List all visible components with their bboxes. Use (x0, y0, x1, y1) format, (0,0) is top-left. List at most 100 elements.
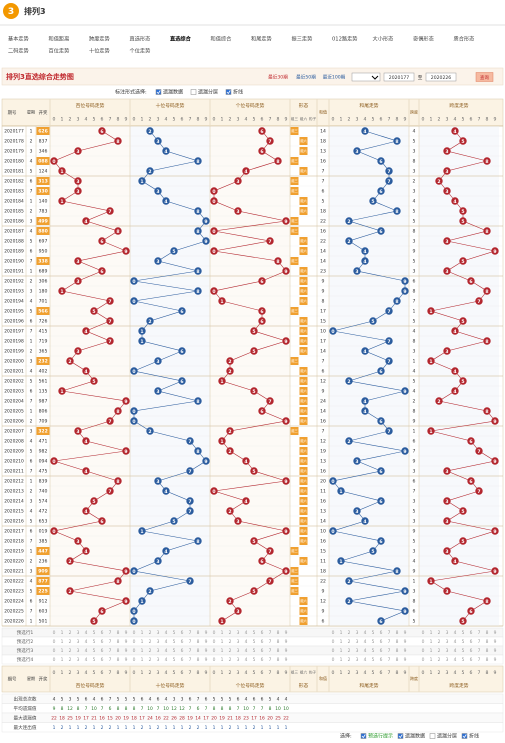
preselect-digit[interactable]: 9 (125, 657, 128, 663)
preselect-digit[interactable]: 4 (245, 630, 248, 636)
preselect-digit[interactable]: 5 (93, 657, 96, 663)
preselect-digit[interactable]: 0 (53, 639, 56, 645)
preselect-digit[interactable]: 2 (229, 648, 232, 654)
preselect-digit[interactable]: 4 (165, 657, 168, 663)
preselect-digit[interactable]: 7 (189, 630, 192, 636)
preselect-digit[interactable]: 0 (422, 657, 425, 663)
preselect-digit[interactable]: 8 (117, 630, 120, 636)
checkbox[interactable] (360, 733, 367, 739)
preselect-digit[interactable]: 5 (93, 630, 96, 636)
preselect-digit[interactable]: 2 (438, 648, 441, 654)
preselect-digit[interactable]: 3 (77, 657, 80, 663)
preselect-digit[interactable]: 1 (141, 639, 144, 645)
preselect-digit[interactable]: 7 (109, 639, 112, 645)
range-link[interactable]: 最近100期 (323, 74, 346, 81)
preselect-digit[interactable]: 0 (213, 630, 216, 636)
preselect-digit[interactable]: 1 (340, 657, 343, 663)
preselect-digit[interactable]: 0 (332, 657, 335, 663)
preselect-digit[interactable]: 2 (229, 657, 232, 663)
preselect-digit[interactable]: 3 (446, 648, 449, 654)
preselect-digit[interactable]: 1 (340, 648, 343, 654)
preselect-digit[interactable]: 0 (213, 639, 216, 645)
preselect-digit[interactable]: 6 (261, 639, 264, 645)
preselect-digit[interactable]: 3 (157, 639, 160, 645)
preselect-digit[interactable]: 1 (430, 630, 433, 636)
preselect-digit[interactable]: 6 (181, 648, 184, 654)
nav-tab[interactable]: 跨度走势 (89, 35, 110, 43)
preselect-digit[interactable]: 9 (285, 657, 288, 663)
preselect-digit[interactable]: 9 (125, 648, 128, 654)
preselect-digit[interactable]: 3 (356, 657, 359, 663)
preselect-digit[interactable]: 1 (221, 648, 224, 654)
nav-tab[interactable]: 百位走势 (49, 47, 70, 55)
preselect-digit[interactable]: 3 (157, 630, 160, 636)
preselect-digit[interactable]: 1 (221, 639, 224, 645)
preselect-digit[interactable]: 6 (101, 657, 104, 663)
preselect-digit[interactable]: 5 (372, 657, 375, 663)
preselect-digit[interactable]: 7 (388, 648, 391, 654)
preselect-digit[interactable]: 6 (470, 630, 473, 636)
option-text[interactable]: 预选行提示 (368, 733, 393, 740)
select[interactable] (351, 72, 381, 82)
preselect-digit[interactable]: 3 (237, 657, 240, 663)
preselect-digit[interactable]: 0 (213, 657, 216, 663)
preselect-digit[interactable]: 6 (470, 648, 473, 654)
preselect-digit[interactable]: 7 (388, 630, 391, 636)
preselect-digit[interactable]: 5 (462, 639, 465, 645)
preselect-digit[interactable]: 0 (53, 648, 56, 654)
preselect-digit[interactable]: 3 (77, 630, 80, 636)
preselect-digit[interactable]: 7 (478, 648, 481, 654)
preselect-digit[interactable]: 6 (101, 630, 104, 636)
preselect-digit[interactable]: 5 (253, 657, 256, 663)
preselect-digit[interactable]: 9 (404, 639, 407, 645)
preselect-digit[interactable]: 4 (165, 648, 168, 654)
range-link[interactable]: 最近30期 (268, 74, 288, 81)
to-input[interactable] (425, 72, 457, 82)
preselect-digit[interactable]: 0 (332, 639, 335, 645)
preselect-digit[interactable]: 8 (486, 639, 489, 645)
preselect-digit[interactable]: 8 (486, 648, 489, 654)
preselect-digit[interactable]: 3 (446, 630, 449, 636)
preselect-digit[interactable]: 2 (348, 630, 351, 636)
preselect-digit[interactable]: 0 (332, 648, 335, 654)
nav-tab[interactable]: 振三走势 (292, 35, 313, 43)
nav-tab[interactable]: 奇偶形态 (413, 35, 434, 43)
nav-tab[interactable]: 十位走势 (89, 47, 110, 55)
preselect-digit[interactable]: 7 (269, 648, 272, 654)
preselect-digit[interactable]: 1 (141, 630, 144, 636)
preselect-digit[interactable]: 7 (189, 657, 192, 663)
preselect-digit[interactable]: 0 (53, 630, 56, 636)
option-text[interactable]: 遗漏数据 (163, 89, 183, 96)
preselect-digit[interactable]: 2 (69, 648, 72, 654)
preselect-digit[interactable]: 6 (380, 630, 383, 636)
preselect-digit[interactable]: 1 (340, 630, 343, 636)
preselect-digit[interactable]: 4 (364, 648, 367, 654)
preselect-digit[interactable]: 7 (269, 630, 272, 636)
preselect-digit[interactable]: 8 (277, 648, 280, 654)
nav-tab[interactable]: 质合形态 (454, 35, 475, 43)
preselect-digit[interactable]: 2 (149, 639, 152, 645)
preselect-digit[interactable]: 1 (430, 648, 433, 654)
preselect-digit[interactable]: 7 (269, 639, 272, 645)
preselect-digit[interactable]: 1 (221, 657, 224, 663)
preselect-digit[interactable]: 4 (165, 630, 168, 636)
preselect-digit[interactable]: 5 (93, 639, 96, 645)
preselect-digit[interactable]: 6 (101, 648, 104, 654)
nav-tab[interactable]: 直选综合 (170, 35, 192, 43)
preselect-digit[interactable]: 6 (470, 657, 473, 663)
preselect-digit[interactable]: 3 (237, 648, 240, 654)
preselect-digit[interactable]: 3 (157, 657, 160, 663)
preselect-digit[interactable]: 9 (404, 630, 407, 636)
preselect-digit[interactable]: 0 (133, 657, 136, 663)
preselect-digit[interactable]: 6 (181, 630, 184, 636)
preselect-digit[interactable]: 3 (77, 639, 80, 645)
option-text[interactable]: 折线 (233, 89, 243, 96)
preselect-digit[interactable]: 6 (380, 657, 383, 663)
preselect-digit[interactable]: 6 (101, 639, 104, 645)
preselect-digit[interactable]: 6 (261, 648, 264, 654)
preselect-digit[interactable]: 7 (189, 648, 192, 654)
preselect-digit[interactable]: 2 (69, 639, 72, 645)
preselect-digit[interactable]: 9 (494, 657, 497, 663)
query-button[interactable] (475, 72, 494, 82)
preselect-digit[interactable]: 7 (478, 657, 481, 663)
